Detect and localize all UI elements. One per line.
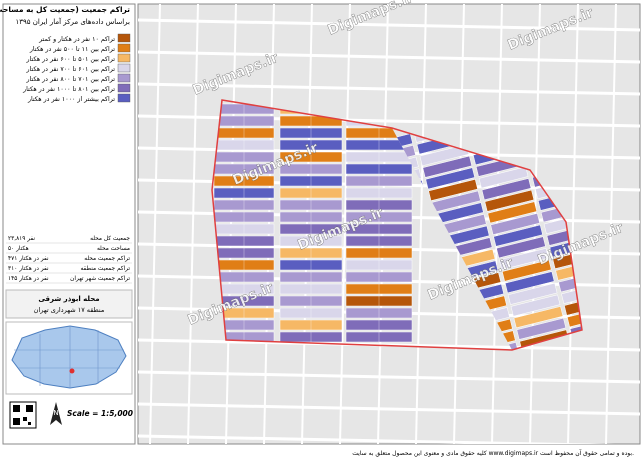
block [496, 236, 546, 259]
stats-value: ۲۳,۸۱۹ نفر [8, 236, 35, 242]
legend-label: تراکم ۱۰ نفر در هکتار و کمتر [38, 36, 115, 43]
street [605, 4, 617, 444]
legend-label: تراکم بین ۶۰۱ تا ۷۰۰ نفر در هکتار [25, 66, 115, 73]
district: منطقه ۱۷ شهرداری تهران [34, 306, 105, 314]
street [415, 4, 427, 444]
street [138, 82, 640, 96]
inset-districts [14, 326, 124, 388]
block [516, 317, 567, 340]
stats-value: ۳۱۰ نفر در هکتار [8, 265, 49, 272]
name-box [5, 289, 133, 319]
block [513, 306, 564, 329]
north-label: N [53, 409, 58, 417]
block [501, 259, 552, 282]
stats-value: ۴۷۱ نفر در هکتار [8, 255, 49, 262]
legend-swatch [117, 73, 131, 83]
street [339, 4, 351, 444]
stats: جمعیت کل محله ۲۳,۸۱۹ نفر مساحت محله ۵۰ هکتا… [6, 235, 132, 284]
legend-swatch [117, 33, 131, 43]
street [567, 4, 579, 444]
block [510, 294, 561, 317]
legend-label: تراکم بیشتر از ۱۰۰۰ نفر در هکتار [27, 96, 115, 103]
block [478, 166, 529, 189]
legend-label: تراکم بین ۱۱ تا ۵۰۰ نفر در هکتار [29, 46, 115, 53]
inset-location [69, 368, 75, 374]
block [481, 178, 532, 201]
stats-label: جمعیت کل محله [90, 235, 130, 242]
block [493, 224, 543, 247]
block [392, 133, 413, 156]
block [507, 282, 558, 305]
title: تراکم جمعیت (جمعیت کل به مساحت) [0, 5, 130, 14]
block [422, 155, 473, 178]
block [566, 305, 582, 328]
scale: Scale = 1:5,000 [67, 409, 133, 418]
street [187, 4, 199, 444]
stats-label: تراکم جمعیت شهر تهران [70, 275, 130, 282]
stats-value: ۱۴۵ نفر در هکتار [8, 275, 49, 282]
legend-swatch [117, 63, 131, 73]
block [484, 189, 535, 212]
block [487, 201, 538, 224]
subtitle: براساس داده‌های مرکز آمار ایران ۱۳۹۵ [16, 17, 131, 26]
legend-swatch [117, 83, 131, 93]
street [138, 402, 640, 416]
block [564, 293, 582, 316]
legend-swatch [117, 93, 131, 103]
stats-label: مساحت محله [97, 246, 130, 252]
qr-pattern [13, 405, 33, 425]
block [504, 271, 555, 294]
block [490, 213, 540, 235]
north-arrow [50, 402, 62, 425]
block [561, 281, 582, 304]
legend-swatch [117, 43, 131, 53]
neighborhood: محله ابوذر شرقی [38, 295, 99, 303]
street [138, 370, 640, 384]
street [138, 18, 640, 32]
boundary [211, 99, 583, 351]
stats-value: ۵۰ هکتار [8, 245, 29, 252]
street [149, 4, 161, 444]
legend-swatch [117, 53, 131, 63]
street [138, 50, 640, 64]
stats-label: تراکم جمعیت محله [84, 255, 130, 262]
block [425, 167, 476, 190]
block [428, 179, 478, 201]
legend-label: تراکم بین ۵۰۱ تا ۶۰۰ نفر در هکتار [25, 56, 115, 63]
block [499, 247, 549, 270]
street [138, 434, 615, 444]
inset-city [11, 325, 127, 389]
stats-label: تراکم جمعیت منطقه [80, 265, 130, 272]
legend-label: تراکم بین ۸۰۱ تا ۱۰۰۰ نفر در هکتار [22, 86, 115, 93]
footer: کلیه حقوق مادی و معنوی این محصول متعلق ب… [352, 448, 634, 457]
legend-label: تراکم بین ۷۰۱ تا ۸۰۰ نفر در هکتار [25, 76, 115, 83]
legend: تراکم ۱۰ نفر در هکتار و کمتر تراکم بین ۱۱… [22, 33, 131, 103]
